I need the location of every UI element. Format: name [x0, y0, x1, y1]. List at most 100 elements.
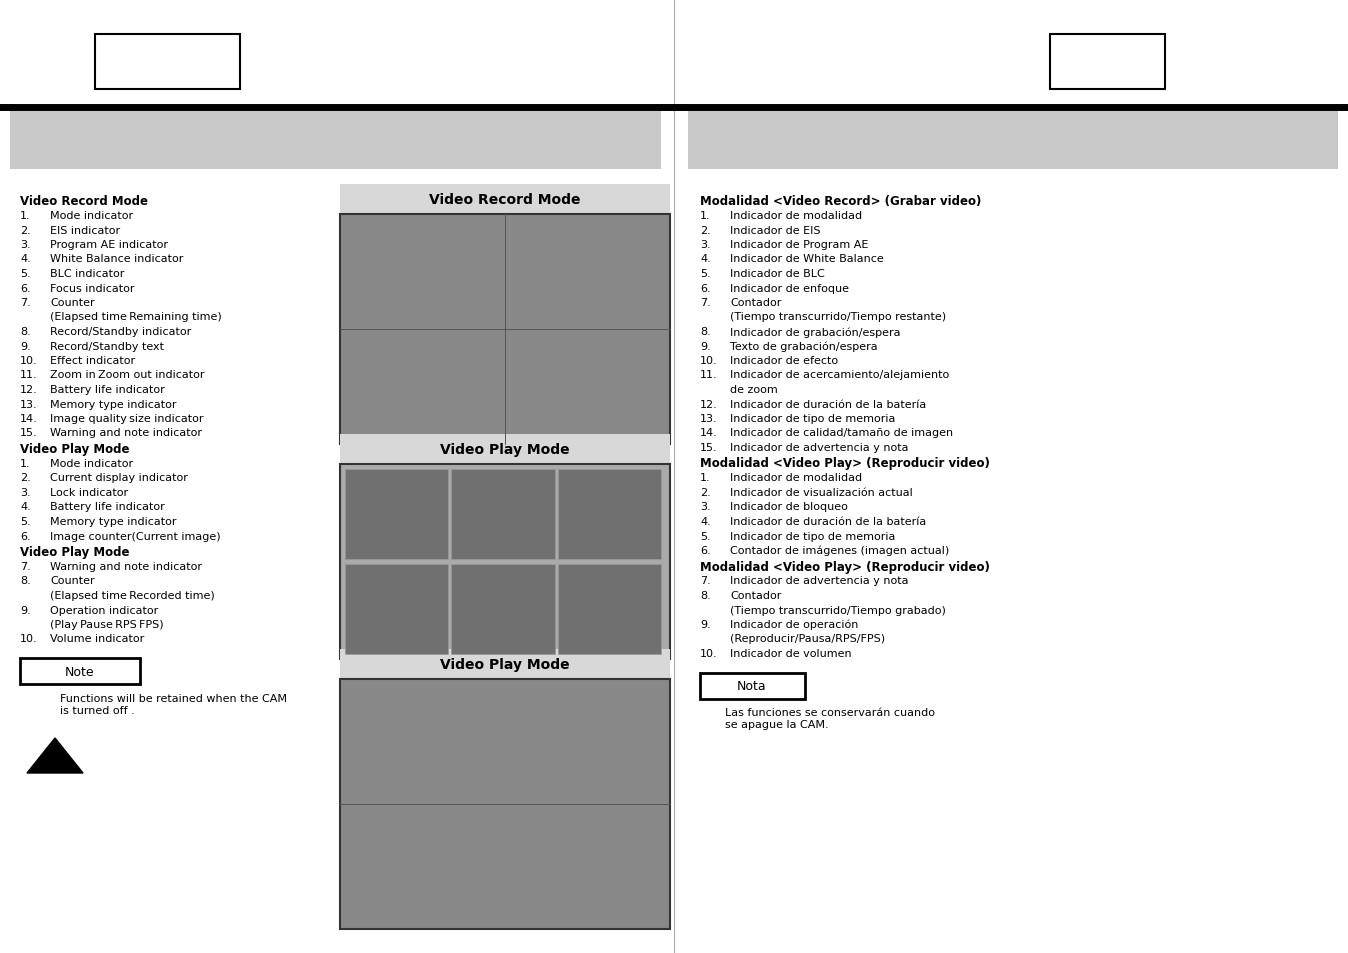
Text: Warning and note indicator: Warning and note indicator — [50, 428, 202, 438]
Text: 6.: 6. — [20, 531, 31, 541]
Bar — [345, 564, 449, 655]
Text: Nota: Nota — [737, 679, 767, 692]
Text: 3.: 3. — [700, 502, 710, 512]
Text: de zoom: de zoom — [731, 385, 778, 395]
Text: Battery life indicator: Battery life indicator — [50, 502, 164, 512]
Bar — [340, 214, 670, 444]
Bar — [340, 679, 670, 929]
Text: (Elapsed time Recorded time): (Elapsed time Recorded time) — [50, 590, 214, 600]
Text: Contador de imágenes (imagen actual): Contador de imágenes (imagen actual) — [731, 545, 949, 556]
Text: (Reproducir/Pausa/RPS/FPS): (Reproducir/Pausa/RPS/FPS) — [731, 634, 886, 644]
Text: Operation indicator: Operation indicator — [50, 605, 158, 615]
Text: Indicador de acercamiento/alejamiento: Indicador de acercamiento/alejamiento — [731, 370, 949, 380]
Text: 5.: 5. — [700, 531, 710, 541]
Text: 9.: 9. — [700, 341, 710, 351]
Text: 9.: 9. — [20, 605, 31, 615]
Text: Indicador de bloqueo: Indicador de bloqueo — [731, 502, 848, 512]
Text: Indicador de advertencia y nota: Indicador de advertencia y nota — [731, 442, 909, 453]
Text: 15.: 15. — [700, 442, 717, 453]
Text: Indicador de enfoque: Indicador de enfoque — [731, 283, 849, 294]
Text: Indicador de duración de la batería: Indicador de duración de la batería — [731, 517, 926, 526]
Bar — [558, 564, 661, 655]
Text: 7.: 7. — [700, 297, 710, 308]
Text: 4.: 4. — [700, 517, 710, 526]
Text: Indicador de White Balance: Indicador de White Balance — [731, 254, 884, 264]
Bar — [345, 470, 449, 559]
Text: 6.: 6. — [700, 283, 710, 294]
Text: Indicador de BLC: Indicador de BLC — [731, 269, 825, 278]
Text: BLC indicator: BLC indicator — [50, 269, 124, 278]
Text: 7.: 7. — [20, 561, 31, 572]
Text: Counter: Counter — [50, 576, 94, 586]
Text: (Play Pause RPS FPS): (Play Pause RPS FPS) — [50, 619, 163, 629]
Text: Current display indicator: Current display indicator — [50, 473, 187, 483]
Text: Indicador de grabación/espera: Indicador de grabación/espera — [731, 327, 900, 337]
Text: 10.: 10. — [20, 355, 38, 366]
Text: 2.: 2. — [20, 473, 31, 483]
Text: 1.: 1. — [20, 458, 31, 469]
Text: Memory type indicator: Memory type indicator — [50, 399, 177, 409]
Text: 10.: 10. — [700, 648, 717, 659]
Text: Indicador de Program AE: Indicador de Program AE — [731, 240, 868, 250]
Text: 13.: 13. — [700, 414, 717, 423]
Text: Indicador de tipo de memoria: Indicador de tipo de memoria — [731, 414, 895, 423]
Text: 9.: 9. — [700, 619, 710, 629]
Bar — [20, 659, 140, 684]
Text: (Tiempo transcurrido/Tiempo grabado): (Tiempo transcurrido/Tiempo grabado) — [731, 605, 946, 615]
Text: Record/Standby indicator: Record/Standby indicator — [50, 327, 191, 336]
Text: Image quality size indicator: Image quality size indicator — [50, 414, 204, 423]
Text: Modalidad <Video Record> (Grabar video): Modalidad <Video Record> (Grabar video) — [700, 194, 981, 208]
Text: White Balance indicator: White Balance indicator — [50, 254, 183, 264]
Text: 2.: 2. — [700, 225, 710, 235]
Text: 4.: 4. — [20, 502, 31, 512]
Text: 15.: 15. — [20, 428, 38, 438]
Text: Effect indicator: Effect indicator — [50, 355, 135, 366]
Text: Indicador de operación: Indicador de operación — [731, 619, 859, 630]
Text: Indicador de volumen: Indicador de volumen — [731, 648, 852, 659]
Text: 10.: 10. — [700, 355, 717, 366]
Text: Battery life indicator: Battery life indicator — [50, 385, 164, 395]
Text: 8.: 8. — [20, 327, 31, 336]
Text: 1.: 1. — [700, 211, 710, 221]
Text: Indicador de duración de la batería: Indicador de duración de la batería — [731, 399, 926, 409]
Text: Indicador de efecto: Indicador de efecto — [731, 355, 838, 366]
Text: 6.: 6. — [700, 545, 710, 556]
Text: Texto de grabación/espera: Texto de grabación/espera — [731, 341, 878, 352]
Text: Video Record Mode: Video Record Mode — [429, 193, 581, 207]
Bar — [340, 464, 670, 659]
Text: Indicador de visualización actual: Indicador de visualización actual — [731, 488, 913, 497]
Bar — [1050, 35, 1165, 90]
Bar — [558, 470, 661, 559]
Text: 8.: 8. — [20, 576, 31, 586]
Text: Zoom in Zoom out indicator: Zoom in Zoom out indicator — [50, 370, 205, 380]
Bar — [94, 35, 240, 90]
Text: Video Record Mode: Video Record Mode — [20, 194, 148, 208]
Text: 5.: 5. — [700, 269, 710, 278]
Bar — [340, 185, 670, 214]
Text: 14.: 14. — [20, 414, 38, 423]
Text: EIS indicator: EIS indicator — [50, 225, 120, 235]
Text: Video Play Mode: Video Play Mode — [20, 545, 129, 558]
Text: 6.: 6. — [20, 283, 31, 294]
Text: Focus indicator: Focus indicator — [50, 283, 135, 294]
Text: (Elapsed time Remaining time): (Elapsed time Remaining time) — [50, 313, 222, 322]
Text: Indicador de EIS: Indicador de EIS — [731, 225, 821, 235]
Text: Note: Note — [65, 665, 94, 678]
Text: 1.: 1. — [700, 473, 710, 483]
Text: Lock indicator: Lock indicator — [50, 488, 128, 497]
Text: Counter: Counter — [50, 297, 94, 308]
Text: Modalidad <Video Play> (Reproducir video): Modalidad <Video Play> (Reproducir video… — [700, 560, 989, 573]
Text: Video Play Mode: Video Play Mode — [441, 442, 570, 456]
Text: 1.: 1. — [20, 211, 31, 221]
Text: 4.: 4. — [700, 254, 710, 264]
Text: Indicador de advertencia y nota: Indicador de advertencia y nota — [731, 576, 909, 586]
Text: Video Play Mode: Video Play Mode — [441, 658, 570, 671]
Text: 11.: 11. — [700, 370, 717, 380]
Text: 2.: 2. — [700, 488, 710, 497]
Bar — [452, 564, 554, 655]
Text: 14.: 14. — [700, 428, 717, 438]
Bar — [700, 673, 805, 699]
Text: Contador: Contador — [731, 590, 782, 600]
Text: 11.: 11. — [20, 370, 38, 380]
Text: Indicador de tipo de memoria: Indicador de tipo de memoria — [731, 531, 895, 541]
